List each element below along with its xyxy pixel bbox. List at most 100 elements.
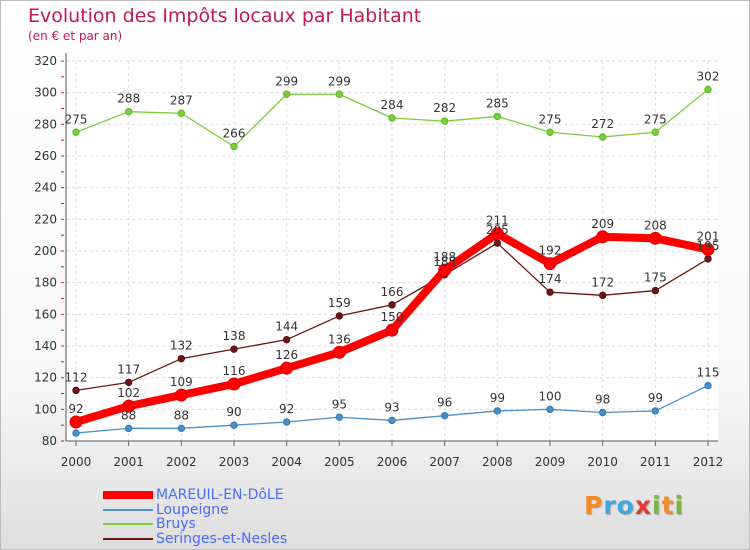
data-point-seringes [546, 288, 554, 296]
data-point-bruys [651, 128, 660, 136]
data-label-bruys: 275 [539, 112, 562, 126]
data-label-bruys: 275 [644, 112, 667, 126]
y-tick-label: 100 [34, 402, 57, 416]
data-label-seringes: 132 [170, 339, 193, 353]
legend-item-seringes: Seringes-et-Nesles [103, 531, 287, 547]
data-label-loupeigne: 95 [332, 397, 347, 411]
data-label-bruys: 275 [65, 112, 88, 126]
legend-item-mareuil: MAREUIL-EN-DôLE [103, 487, 284, 503]
data-label-seringes: 175 [644, 271, 667, 285]
data-point-seringes [177, 354, 186, 363]
chart-subtitle: (en € et par an) [28, 29, 123, 43]
data-point-bruys [335, 90, 344, 98]
data-label-mareuil: 192 [539, 244, 562, 258]
data-label-bruys: 287 [170, 93, 193, 107]
data-label-bruys: 288 [117, 92, 140, 106]
data-label-seringes: 195 [697, 239, 720, 253]
logo-letter: i [652, 491, 662, 520]
y-tick-label: 200 [34, 244, 57, 258]
x-tick-label: 2003 [219, 455, 250, 469]
data-label-seringes: 138 [223, 329, 246, 343]
x-tick-label: 2005 [324, 455, 355, 469]
data-point-loupeigne [704, 381, 712, 390]
logo-letter: x [634, 491, 652, 520]
y-tick-label: 180 [34, 276, 57, 290]
data-label-seringes: 112 [65, 370, 88, 384]
y-tick-label: 140 [34, 339, 57, 353]
data-label-mareuil: 109 [170, 375, 193, 389]
data-point-mareuil [490, 227, 504, 241]
data-label-loupeigne: 88 [174, 408, 189, 422]
data-label-loupeigne: 93 [384, 400, 399, 414]
x-tick-label: 2010 [587, 455, 618, 469]
data-point-loupeigne [124, 424, 133, 433]
x-tick-label: 2002 [166, 455, 197, 469]
data-label-loupeigne: 90 [226, 405, 241, 419]
data-point-seringes [282, 335, 291, 344]
data-point-bruys [72, 128, 80, 136]
y-tick-label: 280 [34, 117, 57, 131]
data-point-bruys [177, 109, 186, 117]
data-label-mareuil: 102 [117, 386, 140, 400]
data-point-seringes [493, 239, 502, 247]
data-point-bruys [124, 107, 133, 116]
y-tick-label: 120 [34, 371, 57, 385]
data-label-bruys: 284 [381, 98, 404, 112]
data-point-mareuil [69, 415, 83, 429]
data-label-loupeigne: 115 [697, 366, 720, 380]
x-tick-label: 2001 [113, 455, 144, 469]
data-point-loupeigne [598, 408, 607, 417]
x-tick-label: 2006 [377, 455, 408, 469]
data-point-bruys [546, 128, 554, 136]
logo-letter: o [616, 491, 635, 520]
data-label-mareuil: 209 [591, 217, 614, 231]
data-point-seringes [388, 301, 396, 309]
data-point-bruys [388, 114, 396, 122]
data-label-mareuil: 150 [381, 310, 404, 324]
x-tick-label: 2008 [482, 455, 513, 469]
legend-label-seringes: Seringes-et-Nesles [156, 531, 288, 547]
data-label-mareuil: 188 [433, 250, 456, 264]
data-point-seringes [124, 378, 133, 387]
data-label-seringes: 185 [433, 255, 456, 269]
data-label-seringes: 159 [328, 296, 351, 310]
data-label-mareuil: 92 [68, 402, 83, 416]
data-label-seringes: 205 [486, 223, 509, 237]
data-point-mareuil [596, 230, 610, 244]
data-label-mareuil: 201 [697, 229, 720, 243]
x-tick-label: 2011 [640, 455, 671, 469]
data-point-loupeigne [282, 418, 291, 426]
y-tick-label: 300 [34, 86, 57, 100]
legend-swatch-seringes [103, 538, 153, 540]
data-label-seringes: 172 [591, 275, 614, 289]
x-tick-label: 2000 [61, 455, 92, 469]
logo-letter: r [603, 491, 617, 520]
data-label-loupeigne: 99 [648, 391, 663, 405]
data-point-loupeigne [440, 411, 449, 420]
data-label-loupeigne: 98 [595, 393, 610, 407]
legend-label-mareuil: MAREUIL-EN-DôLE [156, 487, 284, 503]
data-point-mareuil [385, 323, 399, 337]
data-point-seringes [72, 386, 80, 395]
y-tick-label: 320 [34, 54, 57, 68]
x-tick-label: 2009 [535, 455, 566, 469]
chart-title: Evolution des Impôts locaux par Habitant [28, 5, 422, 27]
legend-swatch-mareuil [103, 491, 153, 499]
data-point-mareuil [227, 377, 241, 391]
data-point-mareuil [122, 399, 136, 413]
y-tick-label: 160 [34, 307, 57, 321]
data-point-mareuil [543, 257, 557, 271]
x-tick-label: 2004 [271, 455, 302, 469]
x-tick-label: 2012 [693, 455, 724, 469]
data-label-mareuil: 116 [223, 364, 246, 378]
data-label-loupeigne: 96 [437, 396, 452, 410]
proxiti-logo: Proxiti [584, 491, 684, 520]
data-point-bruys [704, 85, 712, 94]
y-tick-label: 80 [42, 434, 57, 448]
legend-item-bruys: Bruys [103, 516, 196, 532]
data-label-mareuil: 208 [644, 218, 667, 232]
data-label-bruys: 299 [275, 74, 298, 88]
data-label-bruys: 285 [486, 96, 509, 110]
data-label-loupeigne: 88 [121, 408, 136, 422]
data-point-mareuil [332, 345, 346, 359]
